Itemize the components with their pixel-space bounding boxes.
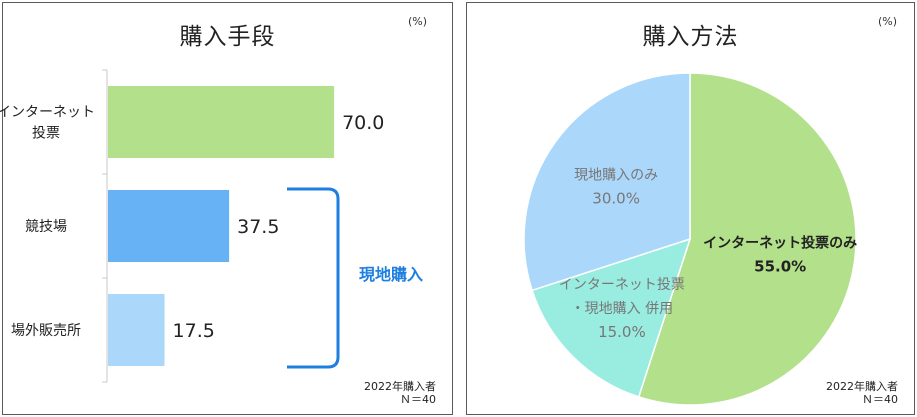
bar-chart-note: 2022年購入者 Ｎ＝40 [364,380,436,406]
pie-chart-note: 2022年購入者 Ｎ＝40 [826,380,898,406]
pie-chart-title: 購入方法 [642,24,739,50]
pie-slice-label: ・現地購入 併用 [571,301,673,317]
category-label: インターネット [0,105,95,121]
pie-value-label: 55.0% [754,257,806,275]
pie-slice [531,237,692,398]
pie-note-line-1: 2022年購入者 [826,380,898,393]
bar-chart-title: 購入手段 [179,24,276,50]
bar [108,190,230,262]
bar-note-line-1: 2022年購入者 [364,380,436,393]
pie-slice [637,72,857,406]
pie-value-label: 15.0% [598,323,646,341]
pie-slice [523,72,691,292]
bar-chart-unit: (%) [408,15,428,28]
category-label: 投票 [32,126,60,142]
category-label: 場外販売所 [11,323,81,339]
pie-slice-label: 現地購入のみ [574,167,658,183]
pie-chart: インターネット投票のみ 55.0% インターネット投票・現地購入 併用 15.0% 現地… [523,72,857,406]
bar-value-label: 17.5 [173,320,215,342]
category-label: 競技場 [25,219,67,235]
purchase-method-panel: 購入方法 (%) インターネット投票のみ 55.0% インターネット投票 ・現地購入 … [466,2,915,415]
bar-value-label: 37.5 [237,216,279,238]
bar-note-line-2: Ｎ＝40 [400,393,436,406]
purchase-means-panel: 購入手段 (%) 70.0 インターネット 投票 37.5 競技場 17.5 場外販売所 現地… [0,2,453,415]
pie-note-line-2: Ｎ＝40 [862,393,898,406]
pie-slice-label: インターネット投票 [559,277,685,293]
bracket-label: 現地購入 [359,265,423,284]
bar-chart: 70.0 インターネット投票 37.5 競技場 17.5 場外販売所 現地購入 [0,69,423,383]
pie-chart-unit: (%) [878,15,898,28]
bar [108,86,335,158]
bar [108,294,165,366]
pie-slice-label: インターネット投票のみ [703,235,857,251]
bracket [287,187,340,369]
pie-value-label: 30.0% [592,189,640,207]
bar-value-label: 70.0 [342,112,384,134]
